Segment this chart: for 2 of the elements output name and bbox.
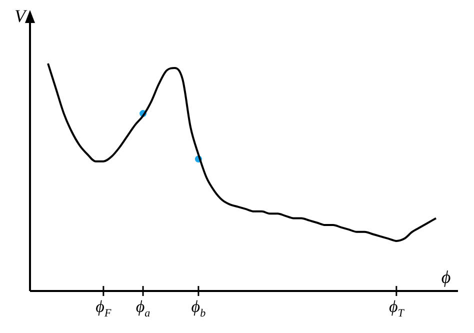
y-axis-title: V (14, 6, 28, 26)
x-axis-title: ϕ (441, 267, 451, 287)
